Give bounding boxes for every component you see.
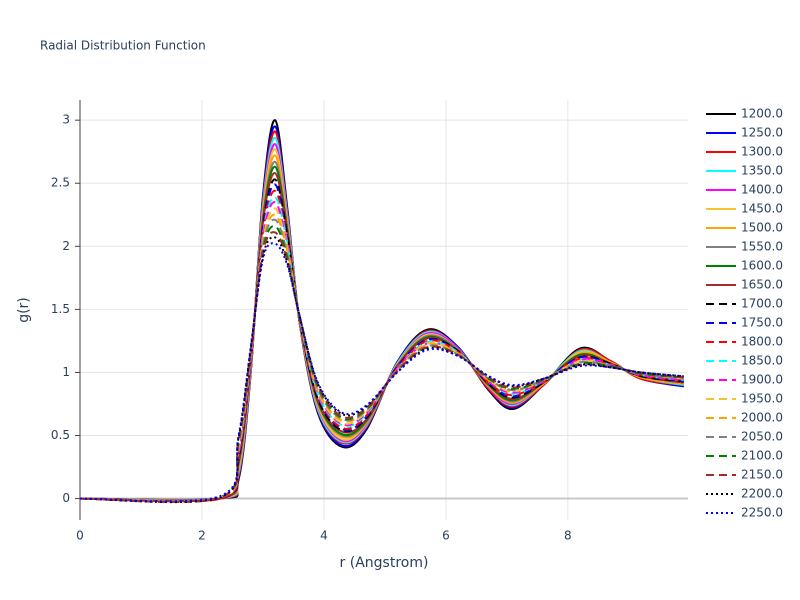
legend-label: 1350.0 [741,164,783,178]
legend-label: 1750.0 [741,316,783,330]
x-tick-label: 4 [320,529,328,543]
legend-label: 1250.0 [741,126,783,140]
y-tick-label: 2 [62,239,70,253]
y-tick-label: 0.5 [51,428,70,442]
x-tick-label: 8 [564,529,572,543]
series-line [80,154,684,502]
legend-label: 2150.0 [741,468,783,482]
series-line [80,119,684,501]
series-line [80,183,684,503]
legend-label: 2050.0 [741,430,783,444]
series-line [80,165,684,503]
legend-label: 2250.0 [741,506,783,520]
series-line [80,207,684,503]
legend-label: 1500.0 [741,221,783,235]
series-line [80,236,684,504]
chart-title: Radial Distribution Function [40,39,206,53]
legend-label: 1950.0 [741,392,783,406]
plot-area [80,119,684,504]
series-line [80,242,684,503]
legend-label: 1300.0 [741,145,783,159]
legend-label: 1700.0 [741,297,783,311]
legend-label: 1200.0 [741,107,783,121]
y-tick-label: 3 [62,113,70,127]
series-line [80,189,684,503]
series-line [80,143,684,502]
legend-label: 1650.0 [741,278,783,292]
series-line [80,125,684,502]
legend-label: 1850.0 [741,354,783,368]
series-line [80,172,684,503]
y-axis-label: g(r) [16,297,32,323]
y-tick-label: 2.5 [51,176,70,190]
x-tick-label: 2 [198,529,206,543]
legend-label: 1550.0 [741,240,783,254]
legend-label: 2200.0 [741,487,783,501]
legend-label: 1450.0 [741,202,783,216]
grid: 0 2 4 6 8 0 0.5 1 1.5 2 2.5 3 [51,100,688,543]
y-tick-label: 0 [62,491,70,505]
y-tick-label: 1 [62,365,70,379]
x-axis-label: r (Angstrom) [340,555,429,571]
series-line [80,178,684,503]
legend-label: 2000.0 [741,411,783,425]
legend: 1200.0 1250.0 1300.0 1350.0 1400.0 1450.0 1500… [706,107,783,520]
series-line [80,160,684,503]
legend-label: 1800.0 [741,335,783,349]
legend-label: 1900.0 [741,373,783,387]
y-tick-label: 1.5 [51,302,70,316]
x-tick-label: 6 [442,529,450,543]
x-tick-label: 0 [76,529,84,543]
legend-label: 1400.0 [741,183,783,197]
series-line [80,148,684,502]
series-line [80,130,684,502]
series-line [80,136,684,502]
legend-label: 1600.0 [741,259,783,273]
series-line [80,231,684,503]
legend-label: 2100.0 [741,449,783,463]
